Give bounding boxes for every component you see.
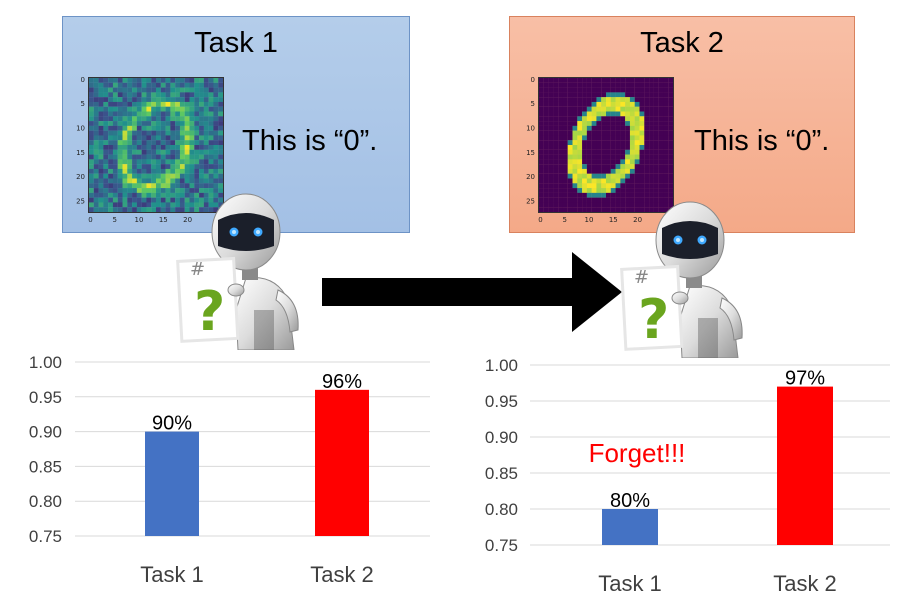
task1-digit-image bbox=[88, 77, 224, 213]
bar-task-1 bbox=[145, 431, 199, 536]
digit-axis-x-tick: 10 bbox=[585, 216, 594, 224]
category-label: Task 1 bbox=[140, 562, 204, 587]
digit-axis-y-tick: 15 bbox=[76, 149, 85, 157]
bar-task-2 bbox=[777, 386, 833, 545]
y-tick-label: 0.75 bbox=[29, 527, 62, 546]
chart-2: 1.00 0.95 0.90 0.85 0.80 0.75 80% Task 1 97% Task… bbox=[485, 356, 890, 596]
y-tick-label: 0.90 bbox=[485, 428, 518, 447]
category-label: Task 2 bbox=[773, 571, 837, 596]
arrow-right-icon bbox=[322, 252, 622, 332]
digit-axis-x-tick: 20 bbox=[633, 216, 642, 224]
bar-task-2 bbox=[315, 389, 369, 536]
digit-axis-x-tick: 20 bbox=[183, 216, 192, 224]
digit-axis-y-tick: 5 bbox=[531, 100, 535, 108]
bar-data-label: 97% bbox=[785, 368, 825, 390]
y-tick-label: 0.95 bbox=[485, 392, 518, 411]
digit-axis-y-tick: 25 bbox=[526, 197, 535, 205]
robot-2-sign-tag: # bbox=[634, 267, 649, 288]
task2-digit-axes: 0 5 10 15 20 25 0 5 10 15 20 bbox=[526, 76, 642, 224]
robot-1-question-mark: ? bbox=[194, 280, 225, 343]
y-tick-label: 1.00 bbox=[485, 356, 518, 375]
y-tick-label: 1.00 bbox=[29, 353, 62, 372]
digit-axis-x-tick: 0 bbox=[538, 216, 542, 224]
task2-title: Task 2 bbox=[640, 27, 724, 59]
digit-axis-y-tick: 25 bbox=[76, 197, 85, 205]
robot-1-sign-tag: # bbox=[190, 259, 205, 280]
robot-2: # ? bbox=[620, 201, 743, 358]
digit-axis-y-tick: 20 bbox=[526, 173, 535, 181]
digit-axis-x-tick: 10 bbox=[135, 216, 144, 224]
robot-2-question-mark: ? bbox=[638, 288, 669, 351]
category-label: Task 1 bbox=[598, 571, 662, 596]
y-tick-label: 0.80 bbox=[485, 500, 518, 519]
digit-axis-y-tick: 10 bbox=[76, 125, 85, 133]
digit-axis-x-tick: 15 bbox=[159, 216, 168, 224]
digit-axis-y-tick: 10 bbox=[526, 125, 535, 133]
y-tick-label: 0.80 bbox=[29, 492, 62, 511]
category-label: Task 2 bbox=[310, 562, 374, 587]
y-tick-label: 0.85 bbox=[485, 464, 518, 483]
task2-caption: This is “0”. bbox=[694, 125, 830, 157]
digit-axis-x-tick: 15 bbox=[609, 216, 618, 224]
bar-data-label: 96% bbox=[322, 371, 362, 393]
y-tick-label: 0.90 bbox=[29, 423, 62, 442]
digit-axis-y-tick: 5 bbox=[81, 100, 85, 108]
y-tick-label: 0.75 bbox=[485, 536, 518, 555]
bar-task-1 bbox=[602, 509, 658, 545]
task1-digit-axes: 0 5 10 15 20 25 0 5 10 15 20 bbox=[76, 76, 192, 224]
task1-title: Task 1 bbox=[194, 27, 278, 59]
digit-axis-x-tick: 5 bbox=[562, 216, 566, 224]
digit-axis-x-tick: 5 bbox=[112, 216, 116, 224]
y-tick-label: 0.85 bbox=[29, 457, 62, 476]
bar-data-label: 80% bbox=[610, 490, 650, 512]
bar-data-label: 90% bbox=[152, 413, 192, 435]
digit-axis-y-tick: 15 bbox=[526, 149, 535, 157]
robot-1: # ? bbox=[176, 193, 299, 350]
y-tick-label: 0.95 bbox=[29, 388, 62, 407]
digit-axis-y-tick: 0 bbox=[81, 76, 85, 84]
task2-digit-image bbox=[538, 77, 674, 213]
forget-annotation: Forget!!! bbox=[589, 438, 686, 468]
task1-caption: This is “0”. bbox=[242, 125, 378, 157]
digit-axis-y-tick: 20 bbox=[76, 173, 85, 181]
chart-1: 1.00 0.95 0.90 0.85 0.80 0.75 90% Task 1 96% Task… bbox=[29, 353, 430, 587]
digit-axis-y-tick: 0 bbox=[531, 76, 535, 84]
digit-axis-x-tick: 0 bbox=[88, 216, 92, 224]
